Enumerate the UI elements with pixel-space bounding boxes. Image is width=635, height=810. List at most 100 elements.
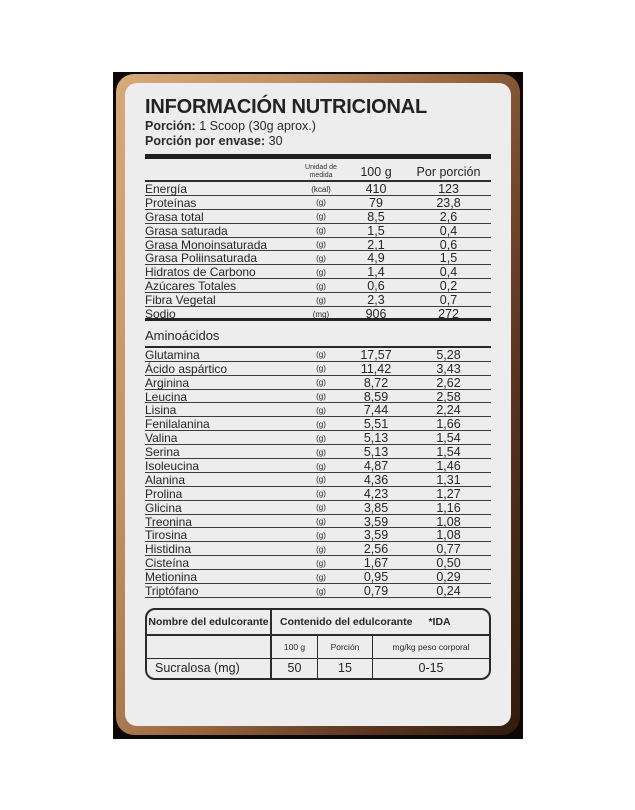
nutrient-unit: (mg) xyxy=(312,309,330,319)
nutrient-per-portion: 0,6 xyxy=(439,237,458,252)
amino-acid-name: Treonina xyxy=(145,514,192,529)
amino-acid-unit: (g) xyxy=(316,558,326,568)
amino-acid-row: Tirosina (g) 3,59 1,08 xyxy=(145,528,491,542)
amino-acid-per-portion: 3,43 xyxy=(436,361,461,376)
amino-acid-row: Histidina (g) 2,56 0,77 xyxy=(145,542,491,556)
amino-acids-table: Glutamina (g) 17,57 5,28 Ácido aspártico… xyxy=(145,348,491,598)
sweetener-sub-ida: mg/kg peso corporal xyxy=(373,636,489,659)
servings-per-container-label: Porción por envase: xyxy=(145,134,266,148)
nutrient-per-portion: 0,2 xyxy=(439,279,458,294)
amino-acid-per-100g: 17,57 xyxy=(360,347,392,362)
sweetener-content-header: Contenido del edulcorante xyxy=(280,615,413,628)
amino-acid-name: Serina xyxy=(145,445,180,460)
amino-acid-unit: (g) xyxy=(316,586,326,596)
amino-acid-unit: (g) xyxy=(316,544,326,554)
nutrient-unit: (g) xyxy=(316,295,326,305)
amino-acid-name: Histidina xyxy=(145,542,192,557)
nutrient-per-portion: 272 xyxy=(438,307,459,322)
sweetener-sub-portion: Porción xyxy=(318,635,373,659)
amino-acid-name: Fenilalanina xyxy=(145,417,210,432)
nutrient-per-100g: 410 xyxy=(365,182,387,196)
amino-acid-name: Cisteína xyxy=(145,556,190,571)
nutrient-name: Grasa total xyxy=(145,209,204,224)
nutrient-per-portion: 2,6 xyxy=(439,209,458,224)
amino-acid-row: Glutamina (g) 17,57 5,28 xyxy=(145,348,491,362)
table-column-headers: Unidad de medida 100 g Por porción xyxy=(145,159,491,182)
sweetener-empty-subheader-cell xyxy=(147,635,272,659)
amino-acid-row: Alanina (g) 4,36 1,31 xyxy=(145,473,491,487)
nutrient-per-portion: 0,4 xyxy=(439,223,458,238)
per-100g-column-header: 100 g xyxy=(360,165,392,179)
nutrients-table: Energía (kcal) 410 123 Proteínas (g) 79 … xyxy=(145,182,491,321)
amino-acid-per-100g: 11,42 xyxy=(360,361,392,376)
amino-acid-unit: (g) xyxy=(316,419,326,429)
amino-acid-row: Isoleucina (g) 4,87 1,46 xyxy=(145,459,491,473)
product-photo-background: INFORMACIÓN NUTRICIONAL Porción: 1 Scoop… xyxy=(113,72,523,739)
amino-acid-per-100g: 4,87 xyxy=(363,459,389,474)
amino-acid-unit: (g) xyxy=(316,364,326,374)
amino-acid-name: Arginina xyxy=(145,375,190,390)
nutrient-unit: (g) xyxy=(316,212,326,222)
amino-acid-per-100g: 5,13 xyxy=(363,431,389,446)
nutrient-row: Grasa Monoinsaturada (g) 2,1 0,6 xyxy=(145,238,491,252)
amino-acid-unit: (g) xyxy=(316,503,326,513)
amino-acid-per-portion: 5,28 xyxy=(436,347,461,362)
amino-acid-per-100g: 3,59 xyxy=(363,514,389,529)
amino-acid-unit: (g) xyxy=(316,489,326,499)
amino-acid-unit: (g) xyxy=(316,572,326,582)
nutrient-per-100g: 906 xyxy=(365,307,387,322)
sweetener-content-header-cell: Contenido del edulcorante *IDA xyxy=(272,610,489,636)
nutrient-name: Proteínas xyxy=(145,195,197,210)
nutrient-row: Energía (kcal) 410 123 xyxy=(145,182,491,196)
amino-acid-row: Glicina (g) 3,85 1,16 xyxy=(145,501,491,515)
nutrient-name: Fibra Vegetal xyxy=(145,293,216,308)
nutrient-name: Grasa Poliinsaturada xyxy=(145,251,258,266)
amino-acid-per-portion: 1,31 xyxy=(436,472,461,487)
nutrient-row: Hidratos de Carbono (g) 1,4 0,4 xyxy=(145,265,491,279)
amino-acid-row: Treonina (g) 3,59 1,08 xyxy=(145,515,491,529)
amino-acid-per-portion: 1,08 xyxy=(436,514,461,529)
amino-acid-per-portion: 1,54 xyxy=(436,431,461,446)
amino-acid-name: Triptófano xyxy=(145,584,199,599)
amino-acid-per-100g: 8,59 xyxy=(363,389,389,404)
amino-acid-per-portion: 1,66 xyxy=(436,417,461,432)
amino-acid-row: Serina (g) 5,13 1,54 xyxy=(145,445,491,459)
amino-acids-section-title: Aminoácidos xyxy=(145,328,491,348)
amino-acid-name: Tirosina xyxy=(145,528,188,543)
amino-acid-name: Prolina xyxy=(145,486,183,501)
amino-acid-per-100g: 0,95 xyxy=(363,570,389,585)
nutrient-unit: (g) xyxy=(316,226,326,236)
amino-acid-per-portion: 2,58 xyxy=(436,389,461,404)
amino-acid-per-portion: 1,46 xyxy=(436,459,461,474)
nutrient-row: Grasa Poliinsaturada (g) 4,9 1,5 xyxy=(145,251,491,265)
nutrient-unit: (g) xyxy=(316,281,326,291)
nutrient-row: Fibra Vegetal (g) 2,3 0,7 xyxy=(145,293,491,307)
amino-acid-per-portion: 1,08 xyxy=(436,528,461,543)
nutrient-per-100g: 79 xyxy=(369,195,383,210)
amino-acid-unit: (g) xyxy=(316,530,326,540)
nutrient-name: Sodio xyxy=(145,307,176,322)
nutrient-per-portion: 0,7 xyxy=(439,293,458,308)
amino-acid-per-100g: 5,13 xyxy=(363,445,389,460)
amino-acid-row: Prolina (g) 4,23 1,27 xyxy=(145,487,491,501)
unit-column-header: Unidad de medida xyxy=(305,164,337,179)
sweetener-sub-per-100g: 100 g xyxy=(272,635,318,659)
amino-acid-unit: (g) xyxy=(316,392,326,402)
amino-acid-per-100g: 1,67 xyxy=(363,556,389,571)
amino-acid-row: Lisina (g) 7,44 2,24 xyxy=(145,403,491,417)
amino-acid-row: Leucina (g) 8,59 2,58 xyxy=(145,390,491,404)
amino-acid-name: Lisina xyxy=(145,403,177,418)
serving-size-label: Porción: xyxy=(145,119,196,133)
amino-acid-per-100g: 4,23 xyxy=(363,486,389,501)
sweetener-row-portion: 15 xyxy=(318,658,373,678)
amino-acid-name: Metionina xyxy=(145,570,198,585)
amino-acid-per-portion: 1,16 xyxy=(436,500,461,515)
amino-acid-unit: (g) xyxy=(316,461,326,471)
nutrient-name: Energía xyxy=(145,182,188,196)
amino-acid-name: Glutamina xyxy=(145,347,200,362)
sweetener-name-header: Nombre del edulcorante xyxy=(147,609,272,636)
nutrient-unit: (kcal) xyxy=(311,184,331,194)
amino-acid-name: Ácido aspártico xyxy=(145,361,228,376)
amino-acid-per-portion: 0,29 xyxy=(436,570,461,585)
packaging-bronze-frame: INFORMACIÓN NUTRICIONAL Porción: 1 Scoop… xyxy=(116,74,520,735)
